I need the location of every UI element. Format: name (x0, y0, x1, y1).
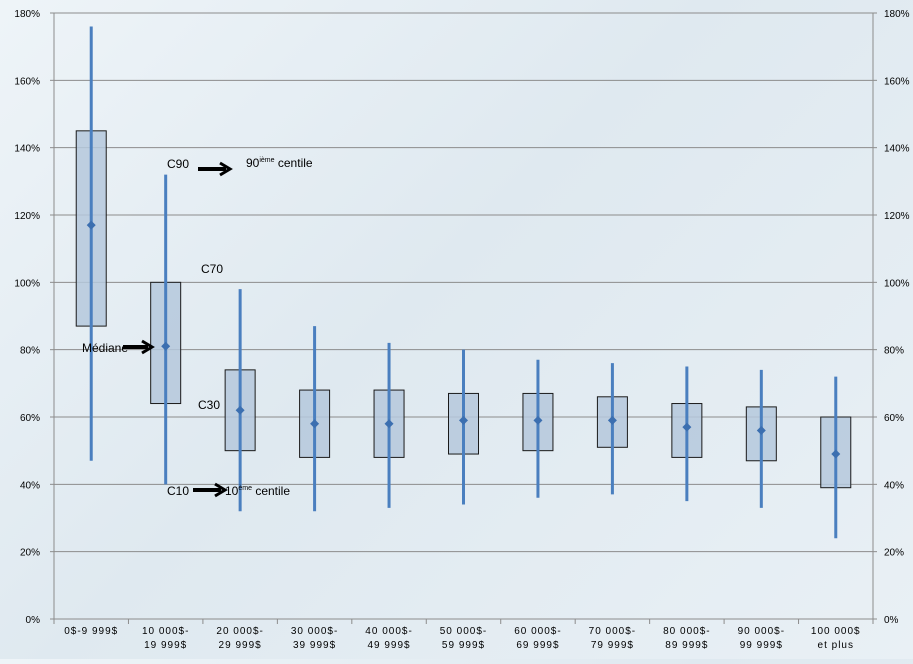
median-marker (235, 405, 245, 415)
y-tick-label-left: 140% (14, 144, 40, 155)
y-tick-label-right: 60% (884, 413, 904, 424)
median-marker (607, 415, 617, 425)
arrow-median-head (141, 339, 155, 355)
median-marker (682, 422, 692, 432)
y-tick-label-left: 160% (14, 76, 40, 87)
x-tick-label: 60 000$-69 999$ (514, 626, 561, 651)
median-marker (756, 425, 766, 435)
annotations: C90 90ième centile C70 Médiane C30 C10 1… (82, 156, 313, 498)
x-tick-label: 40 000$-49 999$ (365, 626, 412, 651)
x-tick-label: 10 000$-19 999$ (142, 626, 189, 651)
y-tick-label-left: 80% (20, 346, 40, 357)
median-marker (384, 419, 394, 429)
y-tick-label-left: 40% (20, 480, 40, 491)
boxes (75, 26, 852, 539)
median-marker (310, 419, 320, 429)
x-tick-label: 70 000$-79 999$ (589, 626, 636, 651)
y-tick-label-left: 60% (20, 413, 40, 424)
median-marker (831, 449, 841, 459)
x-tick-label: 80 000$-89 999$ (663, 626, 710, 651)
y-tick-label-left: 180% (14, 9, 40, 20)
annotation-c70: C70 (201, 262, 223, 276)
arrow-c10-head (214, 482, 228, 498)
annotation-c10: C10 (167, 484, 189, 498)
y-tick-label-left: 100% (14, 278, 40, 289)
median-marker (459, 415, 468, 425)
x-tick-label: 90 000$-99 999$ (738, 626, 785, 651)
median-marker (161, 341, 171, 351)
y-tick-label-left: 0% (26, 615, 41, 626)
y-tick-label-right: 20% (884, 548, 904, 559)
x-tick-label: 30 000$-39 999$ (291, 626, 338, 651)
y-tick-label-right: 80% (884, 346, 904, 357)
y-tick-label-right: 160% (884, 76, 910, 87)
x-tick-label: 20 000$-29 999$ (216, 626, 263, 651)
arrow-c90-head (219, 161, 233, 177)
y-tick-label-left: 120% (14, 211, 40, 222)
median-marker (86, 220, 96, 230)
y-tick-label-right: 40% (884, 480, 904, 491)
y-tick-label-right: 100% (884, 278, 910, 289)
x-tick-label: 0$-9 999$ (64, 626, 118, 637)
y-tick-label-right: 0% (884, 615, 899, 626)
y-tick-label-left: 20% (20, 548, 40, 559)
median-marker (533, 415, 543, 425)
x-tick-label: 100 000$ et plus (811, 626, 861, 651)
axes: 0% 0% 20% 20% 40% 40% 60% 60% 80% 80% 100% 100% 120%… (14, 9, 909, 651)
annotation-c90-desc: 90ième centile (246, 156, 313, 170)
y-tick-label-right: 140% (884, 144, 910, 155)
annotation-c90: C90 (167, 157, 189, 171)
y-tick-label-right: 180% (884, 9, 910, 20)
annotation-c30: C30 (198, 398, 220, 412)
annotation-c10-desc: 10ème centile (225, 484, 290, 498)
y-tick-label-right: 120% (884, 211, 910, 222)
annotation-median: Médiane (82, 341, 128, 355)
x-tick-label: 50 000$-59 999$ (440, 626, 487, 651)
